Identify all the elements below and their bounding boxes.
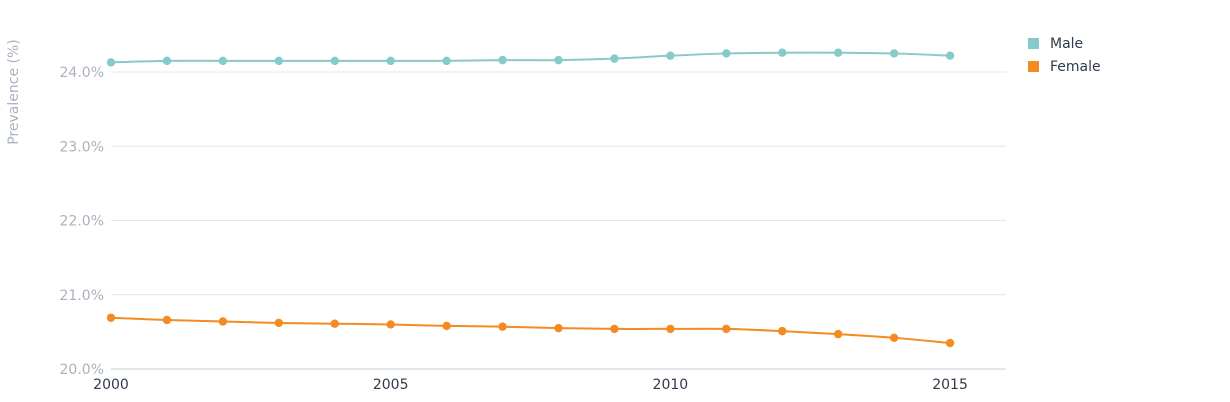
data-point-male: [778, 48, 787, 57]
grid-lines: [111, 71, 1006, 370]
data-point-female: [330, 319, 339, 328]
data-point-male: [666, 51, 675, 60]
series-line-female: [110, 316, 951, 345]
data-point-male: [722, 49, 731, 58]
legend-label-female: Female: [1050, 58, 1101, 75]
y-axis-ticks: 20.0% 21.0% 22.0% 23.0% 24.0%: [60, 65, 104, 378]
data-point-male: [554, 55, 563, 65]
y-tick-label: 24.0%: [60, 65, 104, 81]
data-point-female: [610, 324, 619, 334]
data-point-male: [106, 58, 116, 67]
legend-item-female[interactable]: Female: [1028, 55, 1101, 78]
data-point-female: [218, 317, 228, 326]
legend-label-male: Male: [1050, 35, 1084, 52]
data-point-male: [610, 54, 619, 63]
x-tick-label: 2005: [373, 377, 409, 393]
data-point-female: [162, 315, 172, 325]
y-tick-label: 20.0%: [60, 362, 104, 378]
data-point-male: [945, 51, 955, 60]
data-point-male: [833, 48, 843, 57]
y-tick-label: 22.0%: [60, 214, 104, 230]
data-point-male: [274, 56, 284, 66]
data-point-female: [274, 318, 284, 328]
data-point-female: [945, 338, 955, 348]
data-point-male: [889, 49, 899, 58]
y-tick-label: 23.0%: [60, 139, 104, 155]
data-point-female: [386, 320, 395, 329]
x-axis-ticks: 2000 2005 2010 2015: [93, 377, 968, 393]
x-tick-label: 2000: [93, 377, 129, 393]
data-point-female: [106, 313, 116, 322]
y-tick-label: 21.0%: [60, 288, 104, 304]
x-tick-label: 2015: [932, 377, 968, 393]
data-point-female: [889, 333, 899, 343]
data-point-male: [162, 56, 172, 66]
series-line-male: [110, 51, 951, 64]
data-point-female: [442, 321, 451, 331]
legend-swatch-male: [1028, 38, 1039, 49]
series-layer: [106, 48, 955, 348]
data-point-female: [722, 324, 731, 334]
data-point-female: [778, 326, 787, 336]
data-point-female: [554, 323, 563, 333]
data-point-male: [218, 56, 228, 66]
data-point-male: [442, 56, 451, 66]
legend-item-male[interactable]: Male: [1028, 32, 1101, 55]
data-point-female: [498, 322, 507, 331]
data-point-female: [833, 329, 843, 339]
legend: Male Female: [1028, 32, 1101, 78]
data-point-male: [498, 55, 507, 65]
data-point-male: [386, 56, 395, 66]
y-axis-title: Prevalence (%): [6, 39, 22, 145]
legend-swatch-female: [1028, 61, 1039, 72]
data-point-male: [330, 56, 339, 66]
x-tick-label: 2010: [653, 377, 689, 393]
data-point-female: [666, 324, 675, 334]
